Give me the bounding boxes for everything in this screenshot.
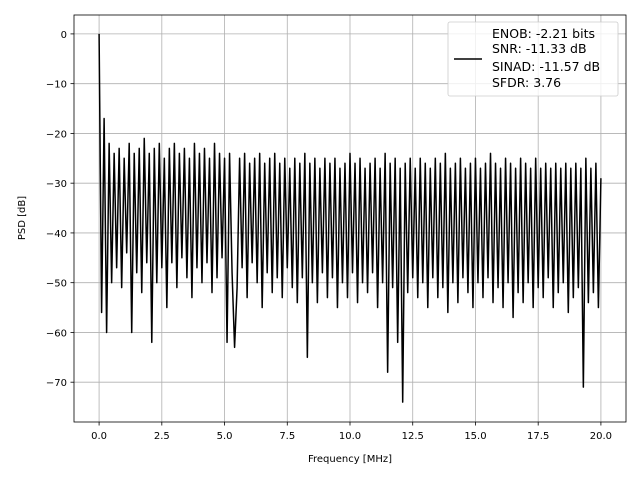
y-axis-label: PSD [dB]	[17, 196, 28, 240]
x-tick-label: 7.5	[279, 431, 295, 442]
plot-frame	[73, 14, 627, 423]
legend-box	[447, 21, 619, 97]
y-tick-label: −20	[46, 129, 67, 140]
y-tick-label: −40	[46, 229, 67, 240]
legend-sinad: SINAD: -11.57 dB	[492, 59, 600, 74]
y-tick-label: 0	[61, 30, 67, 41]
x-tick-label: 17.5	[527, 431, 549, 442]
y-tick-label: −60	[46, 328, 67, 339]
y-tick-label: −50	[46, 279, 67, 290]
x-axis-label: Frequency [MHz]	[308, 454, 392, 465]
legend: ENOB: -2.21 bits SNR: -11.33 dB SINAD: -…	[447, 21, 619, 97]
x-tick-label: 5.0	[217, 431, 233, 442]
x-tick-label: 20.0	[590, 431, 612, 442]
legend-sfdr: SFDR: 3.76	[492, 75, 561, 90]
y-tick-label: −30	[46, 179, 67, 190]
x-tick-label: 12.5	[402, 431, 424, 442]
x-tick-label: 10.0	[339, 431, 361, 442]
x-tick-label: 2.5	[154, 431, 170, 442]
legend-enob: ENOB: -2.21 bits	[492, 26, 595, 41]
psd-series-line	[98, 33, 602, 403]
y-tick-label: −10	[46, 80, 67, 91]
legend-snr: SNR: -11.33 dB	[492, 41, 587, 56]
y-tick-label: −70	[46, 378, 67, 389]
x-tick-label: 15.0	[464, 431, 486, 442]
axis-ticks: 0.0 2.5 5.0 7.5 10.0 12.5 15.0 17.5 20.0 0 −10 −20 −…	[46, 30, 612, 442]
x-tick-label: 0.0	[91, 431, 107, 442]
